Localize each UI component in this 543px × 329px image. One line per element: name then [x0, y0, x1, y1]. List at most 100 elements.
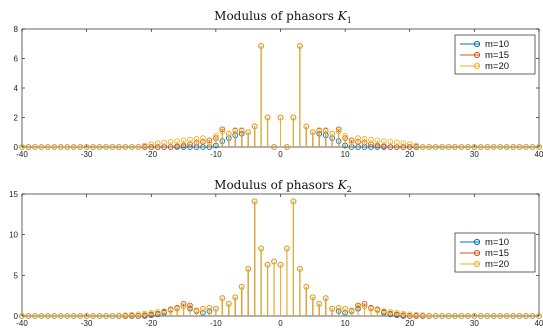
chart-k2-marker-m20: [90, 313, 96, 319]
chart-k1-marker-m20: [484, 144, 491, 150]
chart-k1-marker-m20: [523, 144, 529, 150]
chart-k2-legend-label-m10: m=10: [485, 237, 509, 248]
chart-k2-marker-m20: [206, 305, 213, 311]
chart-k1-legend-entry-m15: m=15: [460, 50, 509, 61]
chart-k1-marker-m20: [154, 140, 161, 147]
chart-k1-marker-m20: [64, 144, 71, 150]
chart-k2-xtick-label: 40: [535, 319, 543, 328]
chart-k1-marker-m20: [335, 128, 342, 135]
chart-k1-marker-m20: [174, 138, 180, 144]
chart-k2-marker-m20: [154, 309, 161, 315]
chart-k1-marker-m20: [329, 130, 336, 137]
chart-k1-legend-label-m15: m=15: [485, 50, 509, 61]
chart-k2-stems: [19, 198, 542, 319]
chart-k2-legend-label-m15: m=15: [485, 248, 509, 259]
chart-k1-marker-m20: [57, 144, 64, 150]
chart-k2-marker-m20: [25, 313, 32, 319]
chart-k1-legend: m=10 m=15 m=20: [454, 34, 536, 75]
chart-k2-xtick-label: 10: [341, 319, 350, 328]
chart-k2-xtick-label: -30: [81, 319, 93, 328]
chart-k1-marker-m20: [322, 127, 329, 133]
chart-k1-marker-m20: [458, 144, 465, 150]
chart-k2-marker-m20: [393, 309, 400, 316]
chart-k1-marker-m20: [342, 133, 348, 139]
chart-k2-marker-m20: [141, 310, 148, 317]
chart-k1-marker-m20: [432, 144, 439, 150]
chart-k1-legend-label-m10: m=10: [485, 39, 509, 50]
chart-k1-marker-m20: [387, 138, 394, 145]
chart-k2-marker-m20: [413, 311, 420, 318]
chart-k1-ytick-label: 6: [14, 55, 19, 64]
chart-k2-marker-m20: [116, 312, 122, 319]
chart-k1-marker-m20: [122, 144, 129, 150]
chart-k1-ytick-label: 4: [14, 84, 19, 93]
chart-k1-xtick-label: -30: [81, 150, 93, 159]
chart-k2-marker-m20: [193, 307, 200, 314]
chart-k1-legend-entry-m10: m=10: [460, 39, 509, 50]
chart-k1-marker-m20: [516, 144, 523, 150]
chart-k1-marker-m20: [25, 144, 32, 150]
chart-k1-xtick-label: 0: [278, 150, 283, 159]
chart-k2-legend-entry-m10: m=10: [460, 237, 509, 248]
chart-k2-marker-m20: [477, 313, 484, 319]
chart-k2-marker-m20: [19, 313, 25, 319]
chart-k1-marker-m20: [51, 144, 58, 150]
chart-k2-marker-m20: [180, 303, 187, 310]
chart-k2-marker-m20: [187, 304, 193, 310]
chart-k2-ytick-label: 5: [14, 271, 19, 280]
chart-k2-marker-m15: [406, 313, 413, 319]
chart-k2-marker-m20: [510, 313, 517, 319]
chart-k2-marker-m20: [529, 313, 536, 319]
chart-k2-marker-m20: [445, 313, 452, 319]
chart-k1-marker-m20: [245, 129, 252, 136]
chart-k2-marker-m20: [342, 305, 348, 312]
chart-k1-marker-m20: [419, 144, 426, 150]
chart-k1-legend-label-m20: m=20: [485, 61, 509, 72]
chart-k2-marker-m20: [258, 245, 264, 252]
chart-k2-marker-m20: [368, 305, 374, 312]
chart-k2-marker-m20: [225, 300, 232, 307]
chart-k2-marker-m20: [44, 313, 51, 319]
chart-k2-marker-m20: [38, 313, 45, 319]
chart-k1-marker-m20: [271, 144, 277, 150]
chart-k2-marker-m20: [316, 300, 323, 307]
chart-k2-marker-m20: [381, 308, 387, 314]
chart-k2-marker-m20: [213, 305, 219, 312]
chart-k2-marker-m20: [96, 313, 103, 319]
chart-k2-marker-m20: [523, 313, 529, 319]
chart-k1-marker-m20: [439, 144, 445, 150]
chart-k2-legend: m=10 m=15 m=20: [454, 232, 536, 273]
chart-k2-marker-m20: [129, 311, 135, 318]
chart-k1-marker-m20: [368, 136, 374, 143]
chart-k1-marker-m20: [477, 144, 484, 150]
chart-k2-marker-m20: [167, 307, 174, 314]
chart-k1-xtick-label: 20: [405, 150, 414, 159]
chart-k2-xtick-label: 0: [278, 319, 283, 328]
chart-k2-marker-m20: [277, 261, 284, 268]
chart-k1-stems: [19, 43, 542, 150]
chart-k1-marker-m20: [200, 135, 206, 142]
chart-k2-ytick-label: 15: [9, 190, 18, 199]
chart-k2-marker-m20: [161, 308, 168, 314]
chart-k2-marker-m20: [458, 313, 465, 319]
chart-k2-marker-m20: [400, 310, 407, 317]
chart-k1-marker-m20: [167, 138, 174, 145]
chart-k2-marker-m15: [135, 313, 142, 319]
chart-k2-marker-m20: [109, 313, 116, 319]
chart-k2-marker-m20: [148, 309, 155, 316]
chart-k1-marker-m20: [206, 139, 213, 146]
chart-k2-marker-m20: [439, 313, 445, 319]
chart-k1-marker-m20: [471, 144, 478, 150]
chart-k1-marker-m20: [348, 139, 355, 146]
chart-k2-marker-m15: [148, 311, 155, 318]
chart-k2-marker-m20: [32, 313, 38, 319]
chart-k1-marker-m20: [161, 139, 168, 146]
chart-k2-marker-m15: [393, 311, 400, 318]
chart-k1-marker-m20: [180, 137, 187, 144]
chart-k2-marker-m15: [361, 300, 368, 307]
chart-k2-marker-m20: [361, 303, 368, 310]
chart-k1-marker-m20: [187, 136, 193, 143]
chart-k1-marker-m20: [381, 138, 387, 144]
chart-k2-marker-m20: [309, 294, 316, 301]
chart-k1-marker-m20: [83, 144, 90, 150]
